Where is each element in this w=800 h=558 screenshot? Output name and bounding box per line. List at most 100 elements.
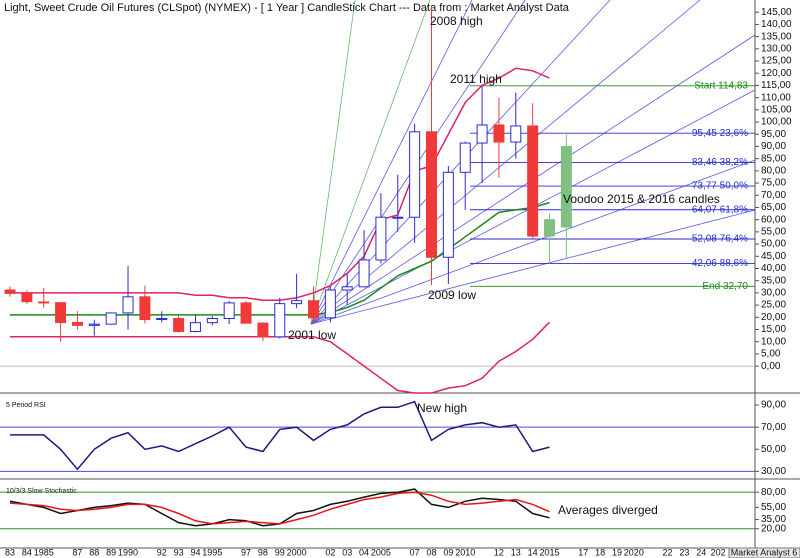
candle-body [341,286,353,291]
y-tick-label: 85,00 [761,153,786,164]
y-tick-label: 135,00 [761,31,792,42]
y-tick-label: 110,00 [761,92,791,103]
candle-body [392,216,404,219]
x-tick-label: 1990 [118,547,138,557]
fan-line [310,159,756,325]
x-tick-label: 09 [443,547,453,557]
candle-body [105,312,117,325]
x-tick-label: 2000 [287,547,307,557]
fib-level-label: 73,77 50,0% [692,181,748,192]
candle-body [544,219,556,237]
candle-body [375,216,387,261]
candle-body [307,300,319,319]
candle-body [139,296,151,321]
fan-line [310,0,356,325]
candle-body [510,125,522,143]
candle-body [560,145,572,228]
footer: Market Analyst 6 [731,547,798,557]
candle-body [409,131,421,218]
candle-body [459,142,471,173]
x-tick-label: 19 [612,547,622,557]
y-tick-label: 120,00 [761,68,792,79]
series-line [10,400,550,471]
fan-line [310,0,431,325]
fib-level-label: Start 114,83 [694,80,748,91]
fib-level-label: 52,08 76,4% [692,234,748,245]
candle-body [257,322,269,338]
fib-level-label: 42,06 88,6% [692,258,748,269]
y-tick-label: 25,00 [761,300,786,311]
candle-body [476,124,488,144]
fan-line [310,0,473,325]
y-tick-label: 105,00 [761,104,792,115]
annotation: 2008 high [430,14,483,28]
x-tick-label: 1985 [34,547,54,557]
y-tick-label: 55,00 [761,227,786,238]
x-tick-label: 02 [325,547,335,557]
x-tick-label: 04 [359,547,369,557]
x-tick-label: 03 [342,547,352,557]
x-tick-label: 84 [22,547,32,557]
x-tick-label: 83 [5,547,15,557]
candle-body [38,301,50,304]
candle-body [291,300,303,305]
candle-body [156,318,168,321]
candle-body [442,171,454,258]
x-tick-label: 2020 [624,547,644,557]
x-tick-label: 2005 [371,547,391,557]
y-tick-label: 10,00 [761,336,786,347]
candle-body [55,302,67,323]
x-tick-label: 14 [528,547,538,557]
x-tick-label: 07 [410,547,420,557]
x-tick-label: 97 [241,547,251,557]
x-tick-label: 17 [578,547,588,557]
candle-body [122,296,134,314]
x-tick-label: 13 [511,547,521,557]
candle-body [88,323,100,326]
fib-level-label: End 32,70 [702,281,748,292]
x-tick-label: 87 [72,547,82,557]
y-tick-label: 95,00 [761,129,786,140]
x-tick-label: 88 [89,547,99,557]
y-tick-label: 70,00 [761,422,786,433]
y-tick-label: 45,00 [761,251,786,262]
x-tick-label: 202 [711,547,726,557]
y-tick-label: 80,00 [761,165,786,176]
y-tick-label: 140,00 [761,19,792,30]
x-tick-label: 94 [190,547,200,557]
candle-body [493,124,505,143]
x-tick-label: 08 [426,547,436,557]
fib-level-label: 64,07 61,8% [692,204,748,215]
x-tick-label: 98 [258,547,268,557]
y-tick-label: 15,00 [761,324,786,335]
candle-body [324,289,336,319]
y-tick-label: 90,00 [761,400,786,411]
x-tick-label: 22 [663,547,673,557]
x-tick-label: 89 [106,547,116,557]
y-tick-label: 60,00 [761,214,786,225]
y-tick-label: 125,00 [761,56,792,67]
candle-body [173,318,185,332]
y-tick-label: 90,00 [761,141,786,152]
candle-body [223,302,235,320]
x-tick-label: 92 [157,547,167,557]
y-tick-label: 5,00 [761,349,781,360]
footer-box [728,547,800,558]
y-tick-label: 75,00 [761,178,786,189]
y-tick-label: 20,00 [761,312,786,323]
panel-label: 5 Period RSI [6,402,46,409]
annotation: 2009 low [428,288,476,302]
x-tick-label: 23 [679,547,689,557]
x-tick-label: 12 [494,547,504,557]
y-tick-label: 80,00 [761,487,786,498]
y-tick-label: 40,00 [761,263,786,274]
y-tick-label: 35,00 [761,275,786,286]
candle-body [71,321,83,326]
x-tick-label: 18 [595,547,605,557]
fib-level-label: 95,45 23,6% [692,128,748,139]
annotation: Averages diverged [558,503,658,517]
y-tick-label: 130,00 [761,43,792,54]
annotation: Voodoo 2015 & 2016 candles [563,192,720,206]
